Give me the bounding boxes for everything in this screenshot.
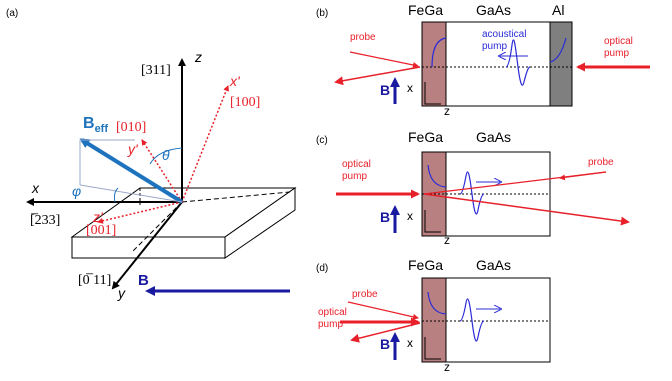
fega-layer — [421, 21, 447, 107]
dir-311-label: [311] — [141, 63, 171, 78]
strain-profile-fega — [427, 164, 447, 188]
dashed-axis-left — [131, 201, 183, 253]
z-label: z — [444, 360, 450, 374]
probe-transmitted-beam — [423, 193, 630, 226]
dir-100-label: [100] — [230, 95, 260, 110]
theta-arc — [149, 147, 183, 165]
dir-233-label: [̅233] — [30, 213, 60, 228]
y-axis — [111, 201, 183, 290]
probe-incident-beam — [347, 301, 419, 320]
gaas-label: GaAs — [476, 257, 511, 273]
fega-label: FeGa — [408, 2, 443, 18]
fega-label: FeGa — [408, 257, 443, 273]
strain-profile-al — [549, 37, 567, 63]
dir-011-label: [0̅ 11] — [78, 273, 111, 288]
gaas-label: GaAs — [476, 2, 511, 18]
gaas-label: GaAs — [476, 129, 511, 145]
al-layer — [549, 21, 573, 107]
strain-profile-fega — [431, 37, 447, 68]
probe-label: probe — [350, 32, 376, 43]
strain-profile-fega — [427, 291, 447, 315]
probe-reflected-beam — [334, 66, 421, 86]
dir-010-label: [010] — [116, 120, 146, 135]
y-axis-label: y — [117, 285, 126, 301]
b-field-label: B — [380, 209, 390, 225]
beff-projection-line — [79, 184, 183, 203]
xz-axes — [424, 82, 441, 105]
sample-slab — [70, 187, 297, 259]
zprime-label: z' — [92, 209, 104, 225]
optical-pump-label: optical pump — [604, 36, 633, 59]
fega-label: FeGa — [408, 129, 443, 145]
panel-a-label: (a) — [6, 8, 18, 19]
panel-a: (a) z [311] x' [100] [010] — [6, 8, 297, 301]
x-label: x — [407, 81, 413, 95]
x-label: x — [407, 336, 413, 350]
x-label: x — [407, 209, 413, 223]
xprime-label: x' — [229, 73, 241, 89]
beff-label: Beff — [83, 115, 108, 135]
al-label: Al — [552, 2, 564, 18]
panel-c: (c) FeGa GaAs optical pump probe B x z — [316, 129, 630, 247]
dashed-axis-right — [181, 191, 291, 203]
panel-c-label: (c) — [316, 135, 328, 146]
optical-pump-label: optical pump — [342, 159, 371, 182]
phi-label: φ — [72, 183, 81, 199]
beff-vector — [79, 138, 184, 204]
probe-reflected-beam — [350, 322, 421, 343]
acoustic-wavepacket — [459, 298, 485, 342]
optical-pump-label: optical pump — [318, 307, 347, 330]
yprime-axis — [141, 139, 183, 203]
b-field-label: B — [380, 336, 390, 352]
b-field-label: B — [138, 272, 149, 289]
z-label: z — [444, 104, 450, 118]
panel-d: (d) FeGa GaAs probe optical pump B x z — [316, 257, 551, 374]
yprime-label: y' — [127, 141, 139, 157]
probe-incident-beam — [349, 51, 419, 68]
xz-axes — [424, 337, 441, 360]
fega-layer — [421, 277, 447, 363]
phi-arc — [113, 187, 119, 203]
probe-label: probe — [588, 157, 614, 168]
x-axis-label: x — [31, 180, 40, 196]
xz-axes — [424, 210, 441, 233]
gaas-substrate — [445, 277, 551, 363]
xprime-axis — [181, 85, 229, 203]
probe-incident-arrow — [559, 171, 607, 181]
b-field-label: B — [380, 82, 390, 98]
z-label: z — [444, 233, 450, 247]
panel-b: (b) FeGa GaAs Al acoustical pump optical p… — [316, 2, 650, 118]
z-axis-label: z — [194, 49, 202, 65]
theta-label: θ — [162, 147, 170, 163]
panel-b-label: (b) — [316, 8, 328, 19]
dir-001-label: [001] — [86, 223, 116, 238]
panel-d-label: (d) — [316, 263, 328, 274]
probe-label: probe — [352, 289, 378, 300]
acoustical-pump-label: acoustical pump — [482, 29, 526, 52]
